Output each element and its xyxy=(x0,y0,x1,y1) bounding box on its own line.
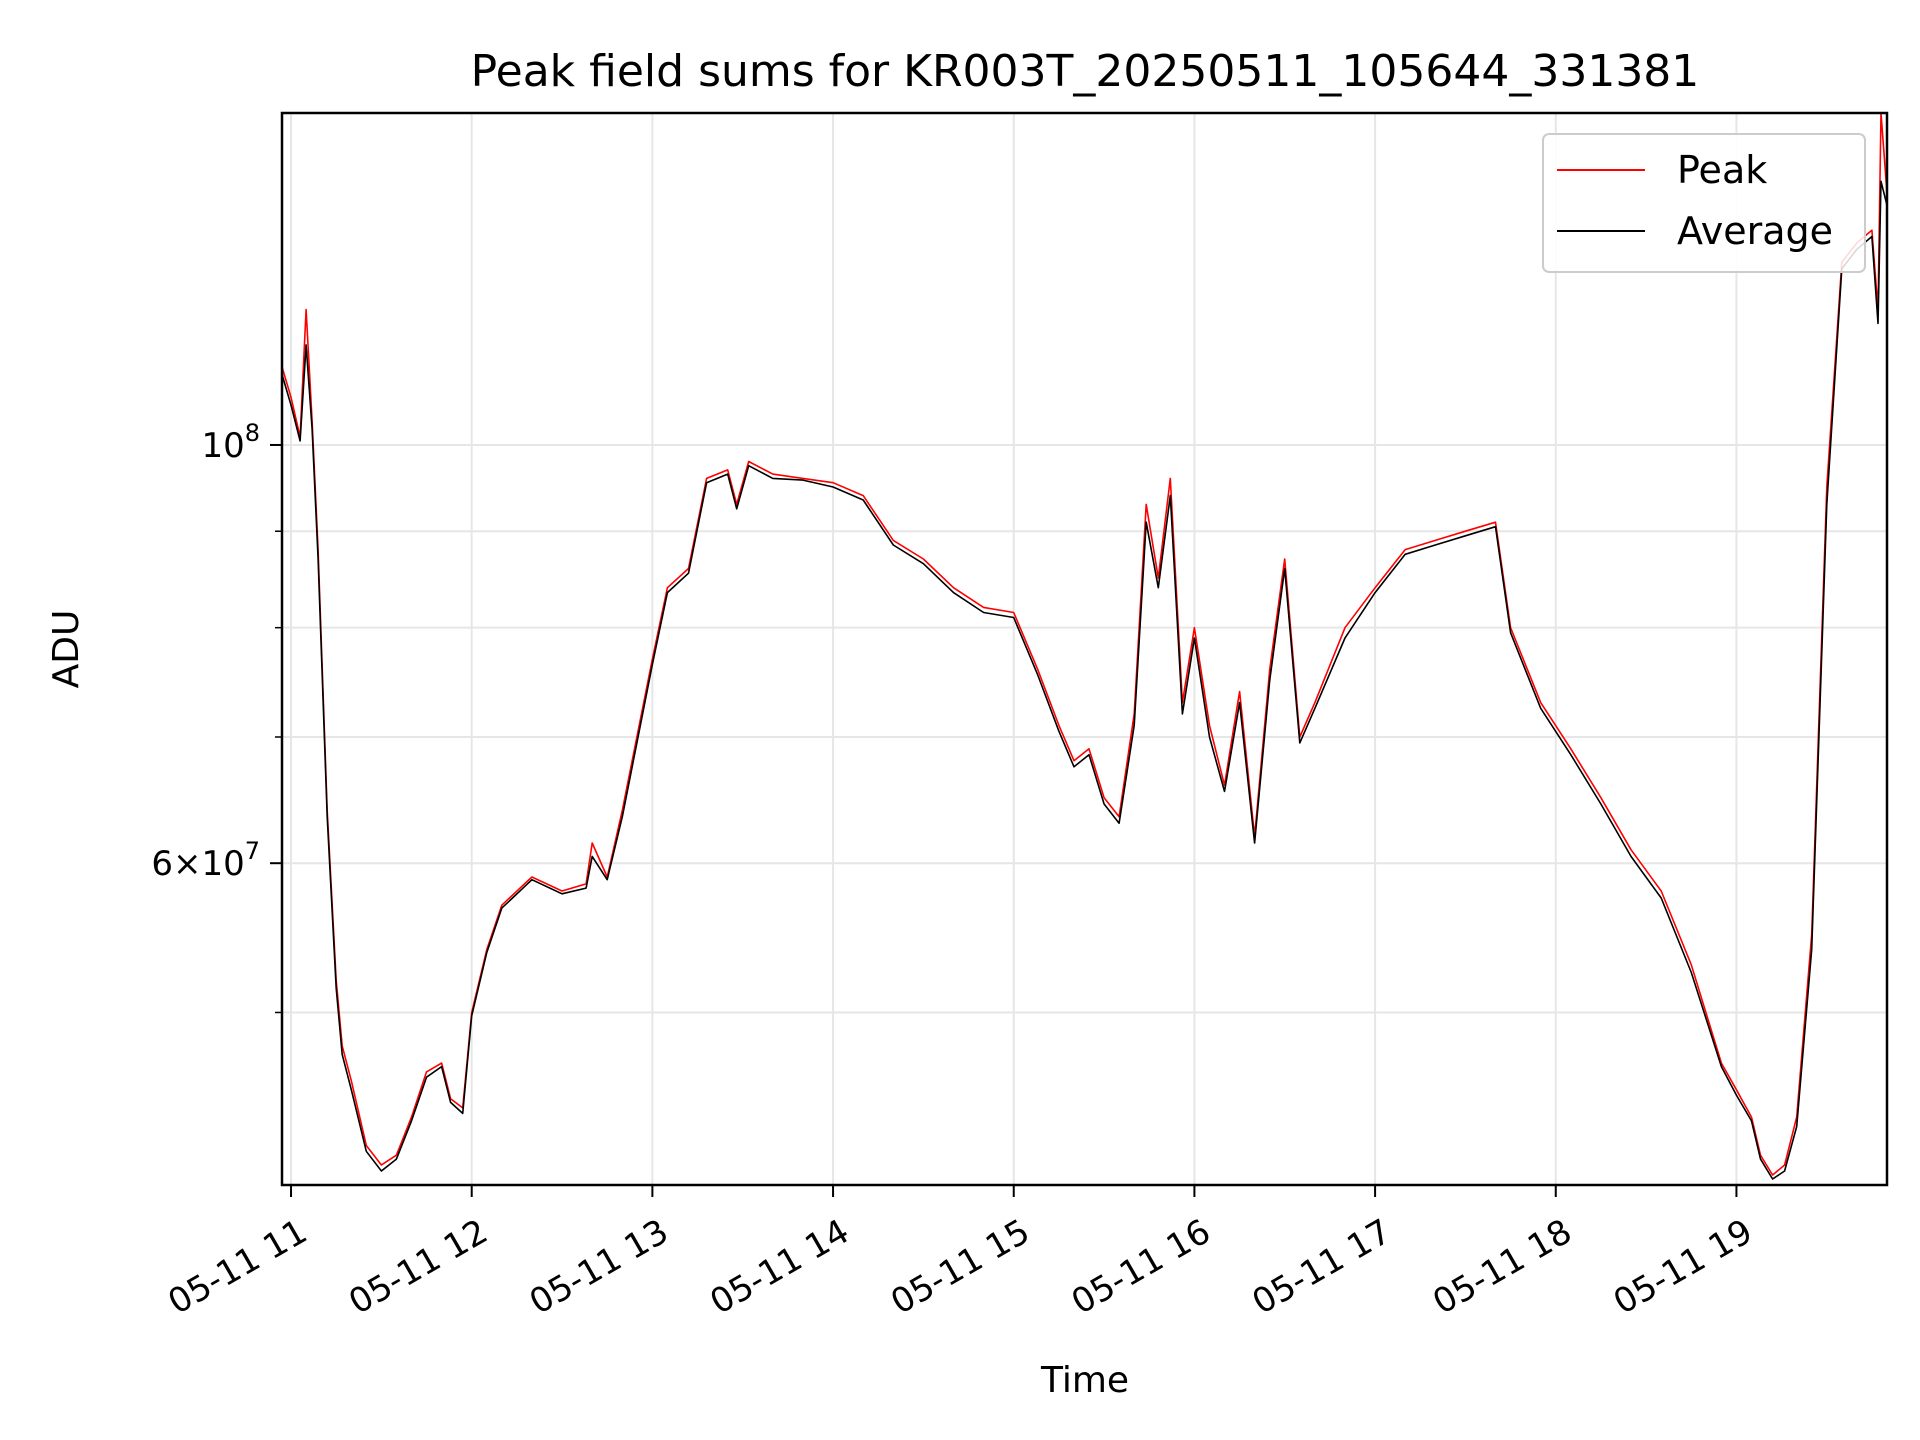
plot-frame xyxy=(280,111,1889,1187)
legend-label-peak: Peak xyxy=(1677,148,1767,192)
y-ticks: 108 6×107 xyxy=(151,419,282,1014)
x-axis-label: Time xyxy=(1040,1360,1129,1401)
y-tick-label: 108 xyxy=(201,419,260,466)
chart-title: Peak field sums for KR003T_20250511_1056… xyxy=(471,46,1700,97)
legend-label-average: Average xyxy=(1677,209,1833,253)
series-line-average xyxy=(281,180,1888,1180)
y-tick-label: 6×107 xyxy=(151,837,260,884)
plot-lines xyxy=(281,112,1888,1180)
grid xyxy=(282,113,1887,1185)
legend: Peak Average xyxy=(1542,133,1866,273)
y-axis-label: ADU xyxy=(46,610,87,689)
series-line-peak xyxy=(281,112,1888,1176)
legend-box xyxy=(1542,133,1866,273)
